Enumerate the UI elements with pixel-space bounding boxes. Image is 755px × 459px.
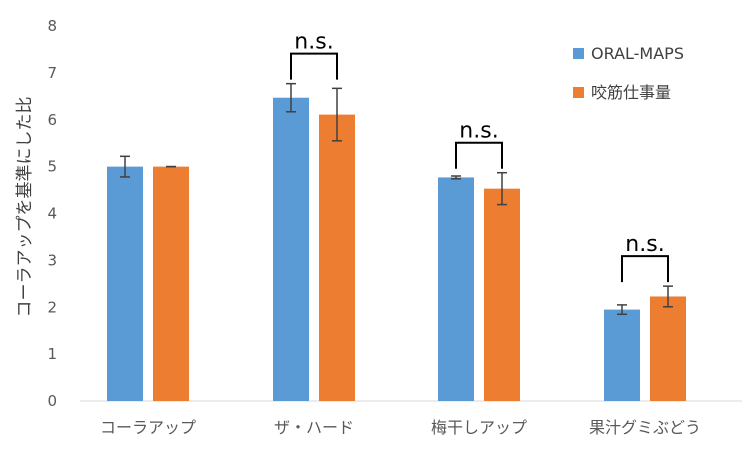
error-bar [617, 304, 627, 316]
bar [438, 177, 474, 401]
bar [319, 114, 355, 401]
error-bars [120, 82, 673, 316]
bars [107, 97, 686, 401]
significance-bracket: n.s. [455, 119, 503, 169]
x-tick-label: コーラアップ [100, 418, 196, 437]
legend-label: ORAL-MAPS [591, 44, 684, 63]
significance-bracket: n.s. [621, 232, 669, 283]
significance-label: n.s. [625, 232, 664, 257]
significance-label: n.s. [459, 119, 498, 144]
error-bar [663, 285, 673, 308]
y-axis-label: コーラアップを基準にした比 [15, 97, 35, 318]
y-tick-label: 7 [47, 64, 57, 82]
y-tick-label: 2 [47, 298, 57, 316]
significance-label: n.s. [294, 30, 333, 55]
y-tick-label: 4 [47, 205, 57, 223]
y-tick-label: 8 [47, 17, 57, 35]
bar [107, 166, 143, 401]
legend-swatch [573, 48, 584, 59]
legend-label: 咬筋仕事量 [591, 83, 671, 102]
bar [650, 296, 686, 401]
y-tick-label: 0 [47, 392, 57, 410]
legend-item: ORAL-MAPS [573, 44, 684, 63]
legend: ORAL-MAPS 咬筋仕事量 [573, 44, 684, 102]
error-bar [497, 171, 507, 206]
category-labels: コーラアップ ザ・ハード 梅干しアップ 果汁グミぶどう [100, 418, 701, 437]
x-tick-label: ザ・ハード [274, 418, 354, 437]
y-tick-label: 6 [47, 111, 57, 129]
y-tick-label: 1 [47, 345, 57, 363]
significance-brackets: n.s. n.s. n.s. [290, 30, 669, 283]
bar [153, 166, 189, 401]
error-bar [451, 175, 461, 180]
y-axis-ticks: 0 1 2 3 4 5 6 7 8 [47, 17, 57, 410]
bar [604, 309, 640, 401]
y-tick-label: 3 [47, 251, 57, 269]
significance-bracket: n.s. [290, 30, 338, 80]
bar [484, 188, 520, 401]
legend-item: 咬筋仕事量 [573, 83, 671, 102]
error-bar [332, 87, 342, 142]
x-tick-label: 梅干しアップ [431, 418, 527, 437]
bar [273, 97, 309, 401]
legend-swatch [573, 87, 584, 98]
error-bar [120, 155, 130, 178]
y-tick-label: 5 [47, 158, 57, 176]
x-tick-label: 果汁グミぶどう [589, 418, 701, 437]
error-bar [286, 82, 296, 113]
